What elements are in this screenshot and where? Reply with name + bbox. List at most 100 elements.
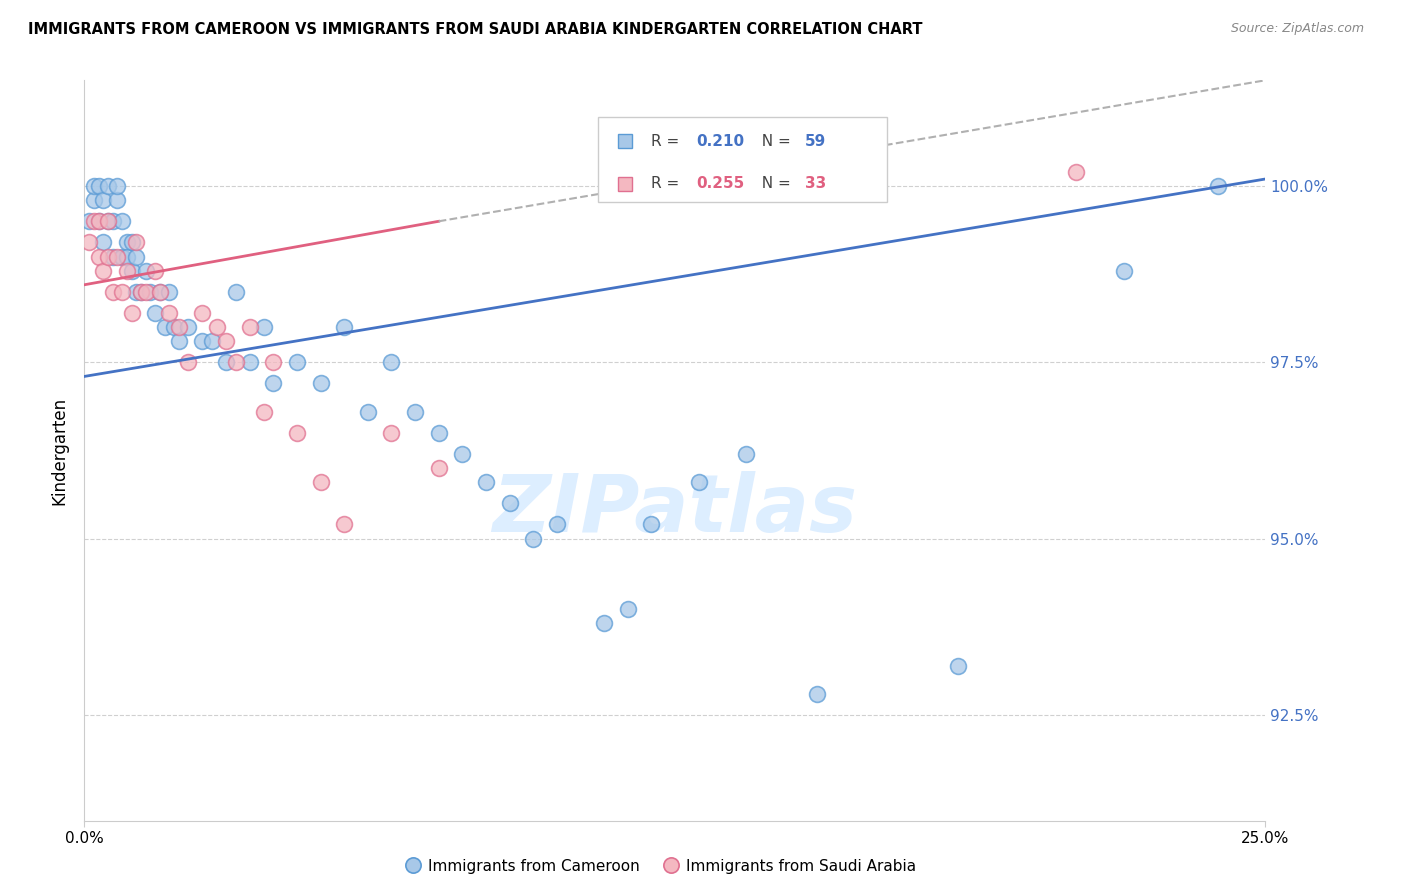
Point [77, 214, 100, 228]
Point [115, 263, 138, 277]
Point [87, 250, 110, 264]
Point [177, 320, 200, 334]
Point [83, 214, 105, 228]
Point [225, 285, 247, 299]
Point [121, 235, 143, 250]
Point [357, 405, 380, 419]
Point [215, 334, 238, 348]
Point [125, 235, 148, 250]
Point [427, 461, 450, 475]
Point [163, 320, 186, 334]
Point [129, 285, 152, 299]
Point [143, 306, 166, 320]
Point [404, 405, 426, 419]
Point [522, 532, 544, 546]
Point [285, 425, 308, 440]
Point [91, 263, 114, 277]
Point [253, 405, 276, 419]
Point [380, 355, 402, 369]
Point [135, 285, 157, 299]
Point [143, 263, 166, 277]
Point [948, 658, 970, 673]
Point [215, 355, 238, 369]
Point [309, 475, 332, 490]
Text: 0.210: 0.210 [696, 134, 744, 149]
Point [688, 475, 710, 490]
Point [153, 320, 176, 334]
Point [593, 616, 616, 631]
Point [191, 334, 214, 348]
Point [546, 517, 568, 532]
Legend: Immigrants from Cameroon, Immigrants from Saudi Arabia: Immigrants from Cameroon, Immigrants fro… [399, 853, 922, 880]
Text: ZIPatlas: ZIPatlas [492, 471, 858, 549]
Point [91, 193, 114, 207]
Point [309, 376, 332, 391]
Point [149, 285, 172, 299]
Point [101, 250, 124, 264]
Point [83, 179, 105, 194]
Text: 33: 33 [804, 177, 827, 191]
Point [1112, 263, 1135, 277]
Point [285, 355, 308, 369]
Point [115, 235, 138, 250]
Point [262, 355, 284, 369]
Point [616, 602, 638, 616]
Point [139, 285, 162, 299]
Y-axis label: Kindergarten: Kindergarten [51, 396, 69, 505]
Text: IMMIGRANTS FROM CAMEROON VS IMMIGRANTS FROM SAUDI ARABIA KINDERGARTEN CORRELATIO: IMMIGRANTS FROM CAMEROON VS IMMIGRANTS F… [28, 22, 922, 37]
Point [167, 334, 190, 348]
Point [125, 250, 148, 264]
Point [97, 250, 120, 264]
Point [77, 235, 100, 250]
Point [129, 285, 152, 299]
Point [225, 355, 247, 369]
Point [107, 179, 129, 194]
Point [111, 250, 134, 264]
Point [451, 447, 474, 461]
Point [97, 214, 120, 228]
Point [97, 179, 120, 194]
Point [87, 179, 110, 194]
Point [239, 355, 262, 369]
Text: R =: R = [651, 177, 685, 191]
Point [111, 214, 134, 228]
Point [107, 193, 129, 207]
Point [157, 306, 180, 320]
Point [177, 355, 200, 369]
Text: Source: ZipAtlas.com: Source: ZipAtlas.com [1230, 22, 1364, 36]
Point [101, 285, 124, 299]
Point [167, 320, 190, 334]
Point [205, 320, 228, 334]
Point [427, 425, 450, 440]
Point [475, 475, 498, 490]
Text: N =: N = [752, 134, 796, 149]
Text: N =: N = [752, 177, 796, 191]
Point [125, 285, 148, 299]
Point [101, 214, 124, 228]
Point [115, 250, 138, 264]
Point [239, 320, 262, 334]
Point [83, 193, 105, 207]
Point [640, 517, 662, 532]
Text: R =: R = [651, 134, 685, 149]
Point [262, 376, 284, 391]
Point [111, 285, 134, 299]
Point [157, 285, 180, 299]
Point [201, 334, 224, 348]
Point [734, 447, 756, 461]
Point [87, 214, 110, 228]
Point [1206, 179, 1229, 194]
FancyBboxPatch shape [598, 118, 887, 202]
Point [91, 235, 114, 250]
Point [107, 250, 129, 264]
Point [253, 320, 276, 334]
Text: 59: 59 [804, 134, 827, 149]
Point [149, 285, 172, 299]
Point [380, 425, 402, 440]
Point [121, 263, 143, 277]
Point [498, 496, 520, 510]
Point [333, 517, 356, 532]
Point [97, 214, 120, 228]
Point [121, 306, 143, 320]
Point [1066, 165, 1088, 179]
